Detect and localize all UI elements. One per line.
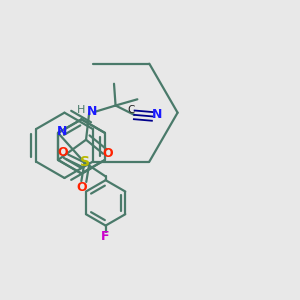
- Text: N: N: [152, 108, 162, 122]
- Text: O: O: [103, 147, 113, 160]
- Text: S: S: [80, 155, 90, 169]
- Text: O: O: [57, 146, 68, 159]
- Text: C: C: [128, 106, 135, 116]
- Text: F: F: [101, 230, 110, 243]
- Text: N: N: [57, 125, 67, 138]
- Text: H: H: [77, 105, 86, 115]
- Text: N: N: [87, 105, 98, 118]
- Text: O: O: [76, 182, 87, 194]
